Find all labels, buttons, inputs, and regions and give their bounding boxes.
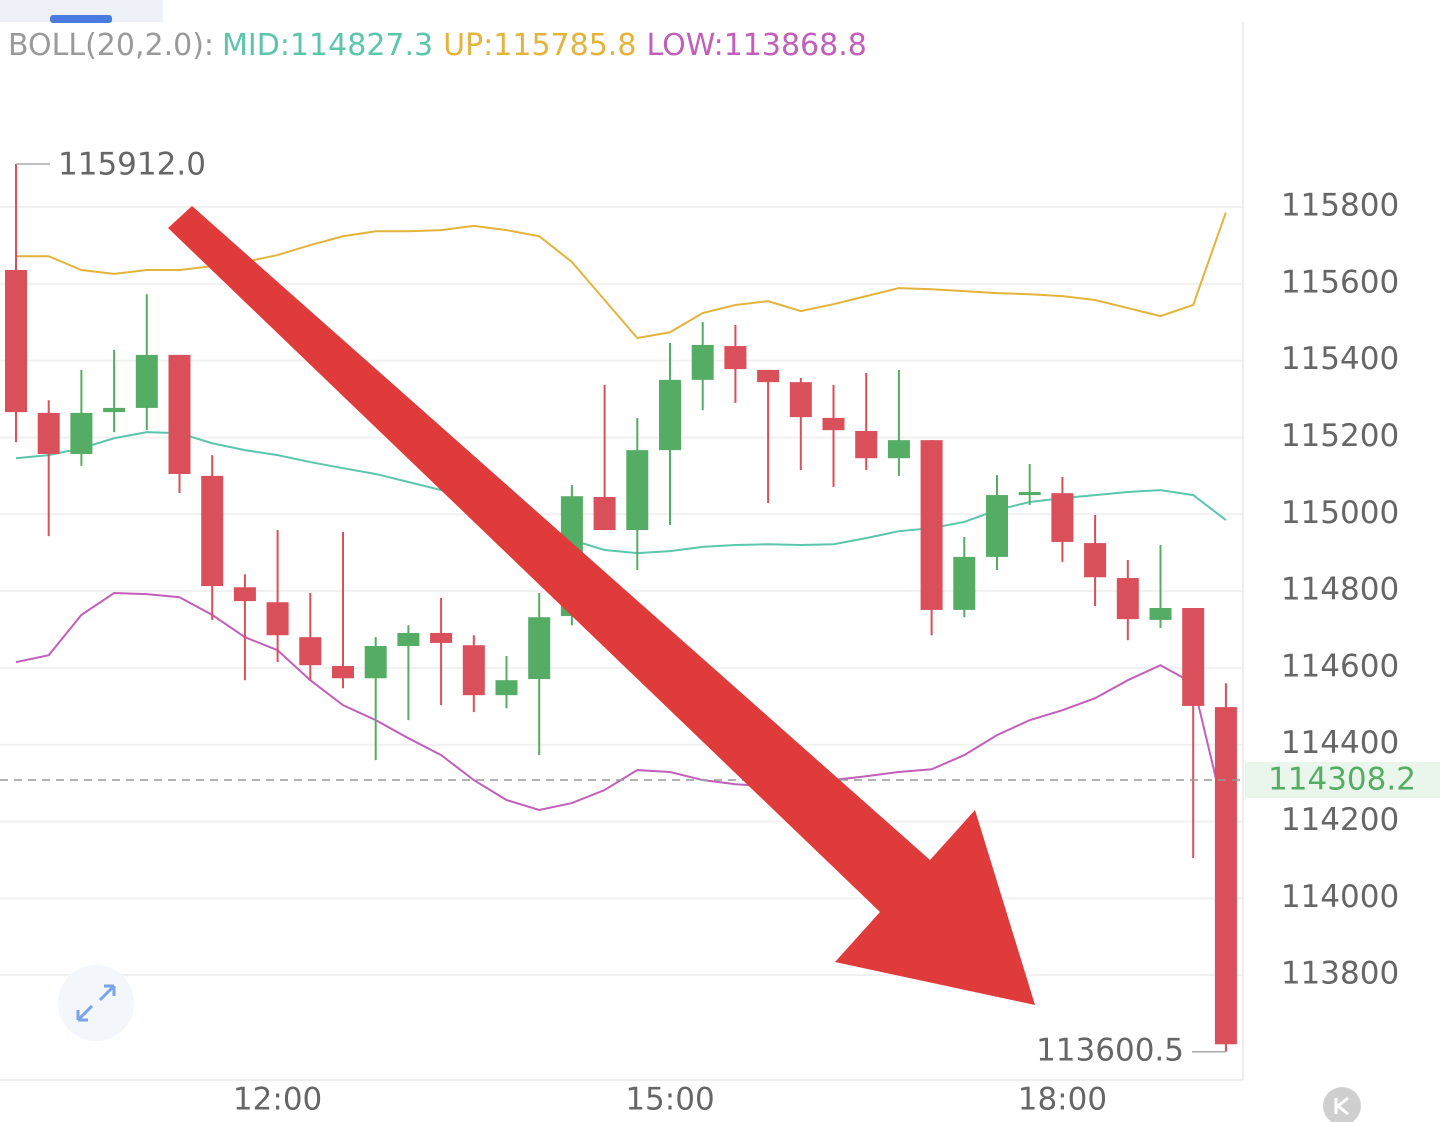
y-tick-label: 115600 [1281, 264, 1399, 300]
candle-body [462, 645, 485, 696]
high-marker-label: 115912.0 [58, 147, 206, 183]
candle-body [855, 430, 878, 459]
bands [15, 212, 1227, 821]
band-line [15, 431, 1227, 555]
legend-entry: UP:115785.8 [443, 28, 636, 63]
candle-body [430, 632, 453, 643]
grid [0, 206, 1243, 977]
legend-entry: MID:114827.3 [222, 28, 433, 63]
candle-body [626, 450, 649, 531]
candle-body [920, 440, 943, 610]
candle-body [201, 475, 224, 587]
candle-body [37, 412, 60, 454]
candle-body [986, 495, 1008, 557]
legend-entry: LOW:113868.8 [646, 28, 866, 63]
last-price-box [1245, 761, 1440, 798]
k-icon [1334, 1096, 1349, 1116]
candle-body [266, 602, 289, 636]
candle-body [1182, 607, 1205, 706]
trend-arrow [168, 206, 1035, 1005]
candle-body [1116, 578, 1139, 620]
last-price-label: 114308.2 [1268, 761, 1416, 797]
expand-icon [76, 984, 116, 1022]
y-tick-label: 114800 [1281, 572, 1399, 608]
indicator-header: BOLL(20,2.0): MID:114827.3 UP:115785.8 LOW:… [8, 28, 867, 63]
candle-body [495, 680, 518, 696]
x-tick-label: 12:00 [233, 1082, 322, 1118]
candle-body [135, 354, 158, 408]
candle-body [887, 440, 910, 459]
candle-body [1214, 707, 1237, 1045]
candle-body [397, 632, 420, 647]
y-tick-label: 115400 [1281, 341, 1399, 377]
candle-body [953, 556, 976, 610]
active-tab[interactable] [50, 15, 112, 23]
tab-strip [0, 0, 163, 22]
y-tick-label: 113800 [1281, 956, 1399, 992]
y-tick-label: 115800 [1281, 188, 1399, 224]
candle-body [593, 497, 616, 531]
candle-body [299, 637, 322, 666]
indicator-label: BOLL(20,2.0): [8, 28, 214, 63]
candles [5, 164, 1237, 1052]
candle-body [1084, 543, 1107, 578]
candle-body [1018, 492, 1041, 496]
candle-body [168, 354, 191, 474]
candle-body [1149, 607, 1172, 620]
labels: 113800 114000 114200 114400 114600 114800 1150… [0, 147, 1440, 1118]
y-tick-label: 115200 [1281, 418, 1399, 454]
expand-button[interactable] [58, 965, 134, 1041]
candle-body [691, 344, 714, 380]
y-tick-label: 114400 [1281, 725, 1399, 761]
candle-body [659, 379, 681, 451]
y-tick-label: 114200 [1281, 802, 1399, 838]
candle-body [70, 412, 93, 454]
candle-body [1051, 493, 1074, 542]
candle-body [364, 646, 387, 679]
candle-body [789, 382, 812, 418]
candle-body [757, 369, 780, 383]
low-marker-label: 113600.5 [1036, 1032, 1184, 1068]
candle-body [233, 587, 256, 602]
candle-body [332, 665, 354, 679]
y-tick-label: 115000 [1281, 495, 1399, 531]
candle-body [528, 617, 551, 680]
candle-body [724, 346, 747, 370]
candle-body [822, 417, 845, 431]
x-tick-label: 15:00 [625, 1082, 714, 1118]
candle-body [5, 270, 27, 413]
candle-body [103, 407, 126, 413]
y-tick-label: 114000 [1281, 879, 1399, 915]
x-tick-label: 18:00 [1018, 1082, 1107, 1118]
y-tick-label: 114600 [1281, 648, 1399, 684]
